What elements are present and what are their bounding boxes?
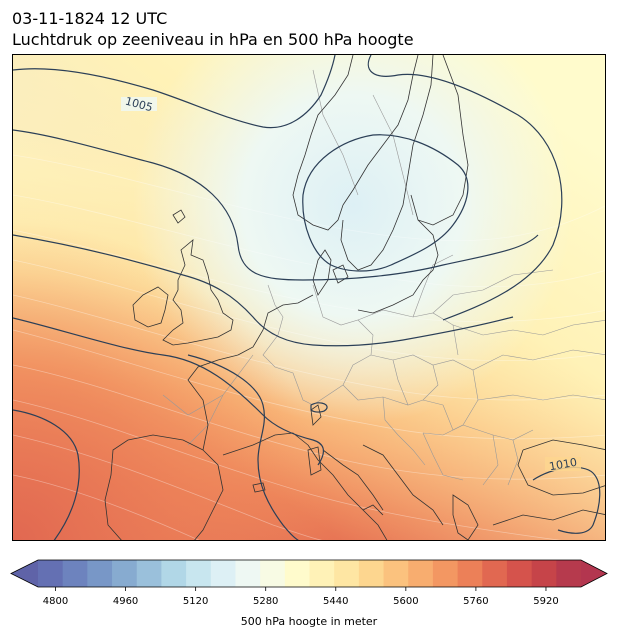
colorbar-segment — [161, 560, 187, 587]
isobar-1010-west — [13, 234, 514, 347]
isobar-label-1010: 1010 — [548, 456, 578, 474]
colorbar-segment — [531, 560, 557, 587]
colorbar-tick-label: 4800 — [43, 596, 68, 607]
colorbar-segment — [408, 560, 434, 587]
isobars — [13, 55, 601, 540]
colorbar-segments — [38, 560, 582, 587]
colorbar: 4800 4960 5120 5280 5440 5600 5760 5920 500 hPa… — [0, 556, 618, 636]
colorbar-tick-label: 5760 — [463, 596, 488, 607]
colorbar-outline — [10, 559, 608, 588]
isobar-1005-north — [367, 55, 563, 321]
colorbar-tick-label: 5120 — [183, 596, 208, 607]
colorbar-segment — [457, 560, 483, 587]
colorbar-segment — [334, 560, 360, 587]
colorbar-segment — [482, 560, 508, 587]
colorbar-segment — [136, 560, 163, 587]
map-title: Luchtdruk op zeeniveau in hPa en 500 hPa… — [12, 30, 414, 49]
weather-map: 1005 1010 — [12, 54, 606, 541]
height-contours — [13, 154, 605, 540]
colorbar-segment — [38, 560, 64, 587]
colorbar-segment — [432, 560, 459, 587]
title-block: 03-11-1824 12 UTC Luchtdruk op zeeniveau… — [12, 8, 414, 50]
colorbar-tick-label: 5920 — [533, 596, 558, 607]
colorbar-segment — [210, 560, 237, 587]
colorbar-segment — [383, 560, 409, 587]
colorbar-tick-label: 5440 — [323, 596, 348, 607]
colorbar-segment — [506, 560, 533, 587]
isobar-low-core — [302, 134, 469, 272]
isobar-small-closed — [310, 402, 328, 413]
colorbar-max-extend — [581, 560, 607, 587]
isobar-1012 — [13, 317, 325, 466]
colorbar-label: 500 hPa hoogte in meter — [241, 615, 378, 628]
colorbar-segment — [62, 560, 88, 587]
colorbar-segment — [309, 560, 335, 587]
colorbar-segment — [112, 560, 138, 587]
colorbar-min-extend — [11, 560, 38, 587]
colorbar-segment — [284, 560, 311, 587]
map-canvas: 1005 1010 — [13, 55, 605, 540]
height-field-southwest — [13, 55, 605, 540]
colorbar-segment — [186, 560, 212, 587]
colorbar-segment — [87, 560, 113, 587]
colorbar-ticks: 4800 4960 5120 5280 5440 5600 5760 5920 — [43, 587, 559, 607]
colorbar-segment — [556, 560, 582, 587]
colorbar-tick-label: 5280 — [253, 596, 278, 607]
isobar-label-bg-1005 — [121, 97, 157, 111]
colorbar-tick-label: 4960 — [113, 596, 138, 607]
isobar-1005 — [13, 55, 336, 129]
colorbar-segment — [358, 560, 385, 587]
colorbar-segment — [235, 560, 261, 587]
isobar-label-bg-1010 — [545, 457, 581, 471]
isobar-1007 — [13, 129, 539, 281]
isobar-labels: 1005 1010 — [121, 95, 581, 474]
colorbar-tick-label: 5600 — [393, 596, 418, 607]
colorbar-svg: 4800 4960 5120 5280 5440 5600 5760 5920 500 hPa… — [10, 559, 608, 628]
isobar-1015 — [13, 409, 80, 540]
map-datetime: 03-11-1824 12 UTC — [12, 9, 168, 28]
isobar-sw-bend — [187, 354, 299, 540]
colorbar-segment — [260, 560, 286, 587]
